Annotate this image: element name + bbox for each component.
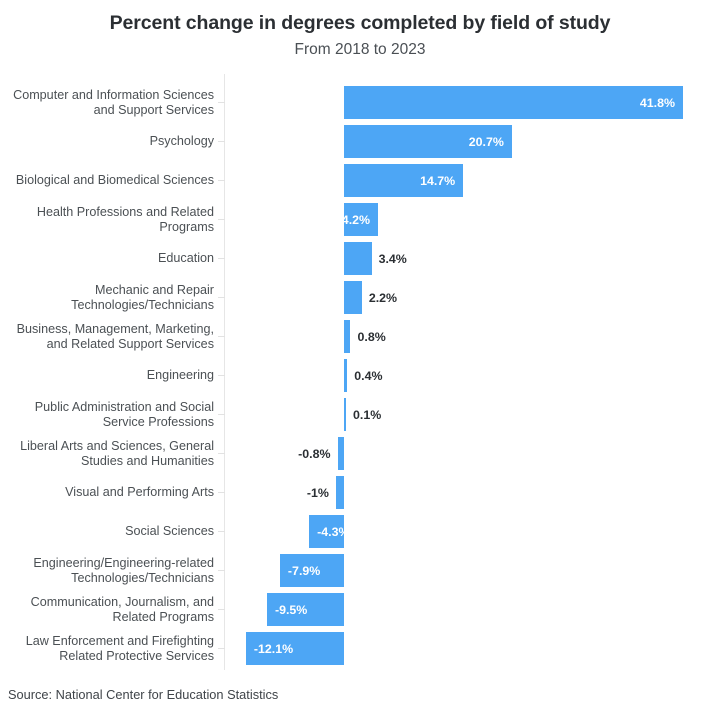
bar [344, 359, 348, 392]
bar [344, 125, 512, 158]
axis-tick [218, 609, 225, 610]
bar-row: Visual and Performing Arts -1% [0, 473, 720, 512]
category-label: Liberal Arts and Sciences, General Studi… [20, 439, 214, 468]
category-label: Communication, Journalism, and Related P… [30, 595, 214, 624]
category-label: Health Professions and Related Programs [36, 205, 214, 234]
bar [344, 164, 464, 197]
axis-tick [218, 219, 225, 220]
bar-row: Biological and Biomedical Sciences 14.7% [0, 161, 720, 200]
bar-row: Engineering/Engineering-related Technolo… [0, 551, 720, 590]
axis-tick [218, 141, 225, 142]
bar-value-label: -9.5% [274, 602, 308, 617]
axis-tick [218, 180, 225, 181]
category-label: Education [157, 251, 214, 266]
bar [337, 437, 344, 470]
category-label: Engineering [146, 368, 214, 383]
category-label: Computer and Information Sciences and Su… [13, 88, 214, 117]
bar-row: Liberal Arts and Sciences, General Studi… [0, 434, 720, 473]
chart-header: Percent change in degrees completed by f… [0, 10, 720, 62]
bar-row: Law Enforcement and Firefighting Related… [0, 629, 720, 668]
bar [344, 320, 351, 353]
plot-area: Computer and Information Sciences and Su… [0, 70, 720, 670]
bar-row: Engineering 0.4% [0, 356, 720, 395]
source-note: Source: National Center for Education St… [8, 687, 279, 702]
bar [245, 632, 344, 665]
category-label: Law Enforcement and Firefighting Related… [25, 634, 214, 663]
bar-row: Education 3.4% [0, 239, 720, 278]
category-label: Mechanic and Repair Technologies/Technic… [71, 283, 214, 312]
bar-row: Computer and Information Sciences and Su… [0, 83, 720, 122]
bar [266, 593, 344, 626]
bar [279, 554, 344, 587]
axis-tick [218, 375, 225, 376]
bar-value-label: -7.9% [287, 563, 321, 578]
axis-tick [218, 258, 225, 259]
bar-value-label: 3.4% [378, 251, 407, 266]
category-label: Engineering/Engineering-related Technolo… [33, 556, 214, 585]
bar-row: Public Administration and Social Service… [0, 395, 720, 434]
bar-value-label: 0.1% [353, 407, 382, 422]
bar-value-label: 20.7% [468, 134, 504, 149]
bar [344, 86, 683, 119]
category-label: Visual and Performing Arts [65, 485, 214, 500]
category-label: Social Sciences [125, 524, 214, 539]
bar-row: Health Professions and Related Programs 4… [0, 200, 720, 239]
bar-row: Mechanic and Repair Technologies/Technic… [0, 278, 720, 317]
category-label: Business, Management, Marketing, and Rel… [16, 322, 214, 351]
chart-subtitle: From 2018 to 2023 [294, 41, 426, 58]
bar-value-label: -0.8% [298, 446, 331, 461]
bar-row: Communication, Journalism, and Related P… [0, 590, 720, 629]
bar-row: Psychology 20.7% [0, 122, 720, 161]
axis-tick [218, 453, 225, 454]
bar-value-label: 4.2% [341, 212, 371, 227]
zero-category-axis-line [224, 74, 225, 670]
axis-tick [218, 648, 225, 649]
bar [344, 281, 362, 314]
bar-value-label: 41.8% [639, 95, 675, 110]
axis-tick [218, 531, 225, 532]
bar-row: Business, Management, Marketing, and Rel… [0, 317, 720, 356]
bar-value-label: -4.3% [317, 524, 350, 539]
category-label: Biological and Biomedical Sciences [15, 173, 214, 188]
bar-value-label: -1% [306, 485, 329, 500]
bar-row: Social Sciences -4.3% [0, 512, 720, 551]
bar-value-label: 0.4% [354, 368, 383, 383]
axis-tick [218, 492, 225, 493]
category-label: Public Administration and Social Service… [34, 400, 214, 429]
axis-tick [218, 297, 225, 298]
bar [335, 476, 344, 509]
category-label: Psychology [149, 134, 214, 149]
axis-tick [218, 570, 225, 571]
axis-tick [218, 102, 225, 103]
bar [344, 242, 372, 275]
bar [344, 203, 379, 236]
bar-value-label: 2.2% [368, 290, 398, 305]
axis-tick [218, 414, 225, 415]
axis-tick [218, 336, 225, 337]
bar [344, 398, 346, 431]
chart-title: Percent change in degrees completed by f… [109, 12, 611, 34]
bar-value-label: 0.8% [357, 329, 386, 344]
bar-value-label: -12.1% [253, 641, 294, 656]
bar-value-label: 14.7% [420, 173, 456, 188]
bar [309, 515, 344, 548]
